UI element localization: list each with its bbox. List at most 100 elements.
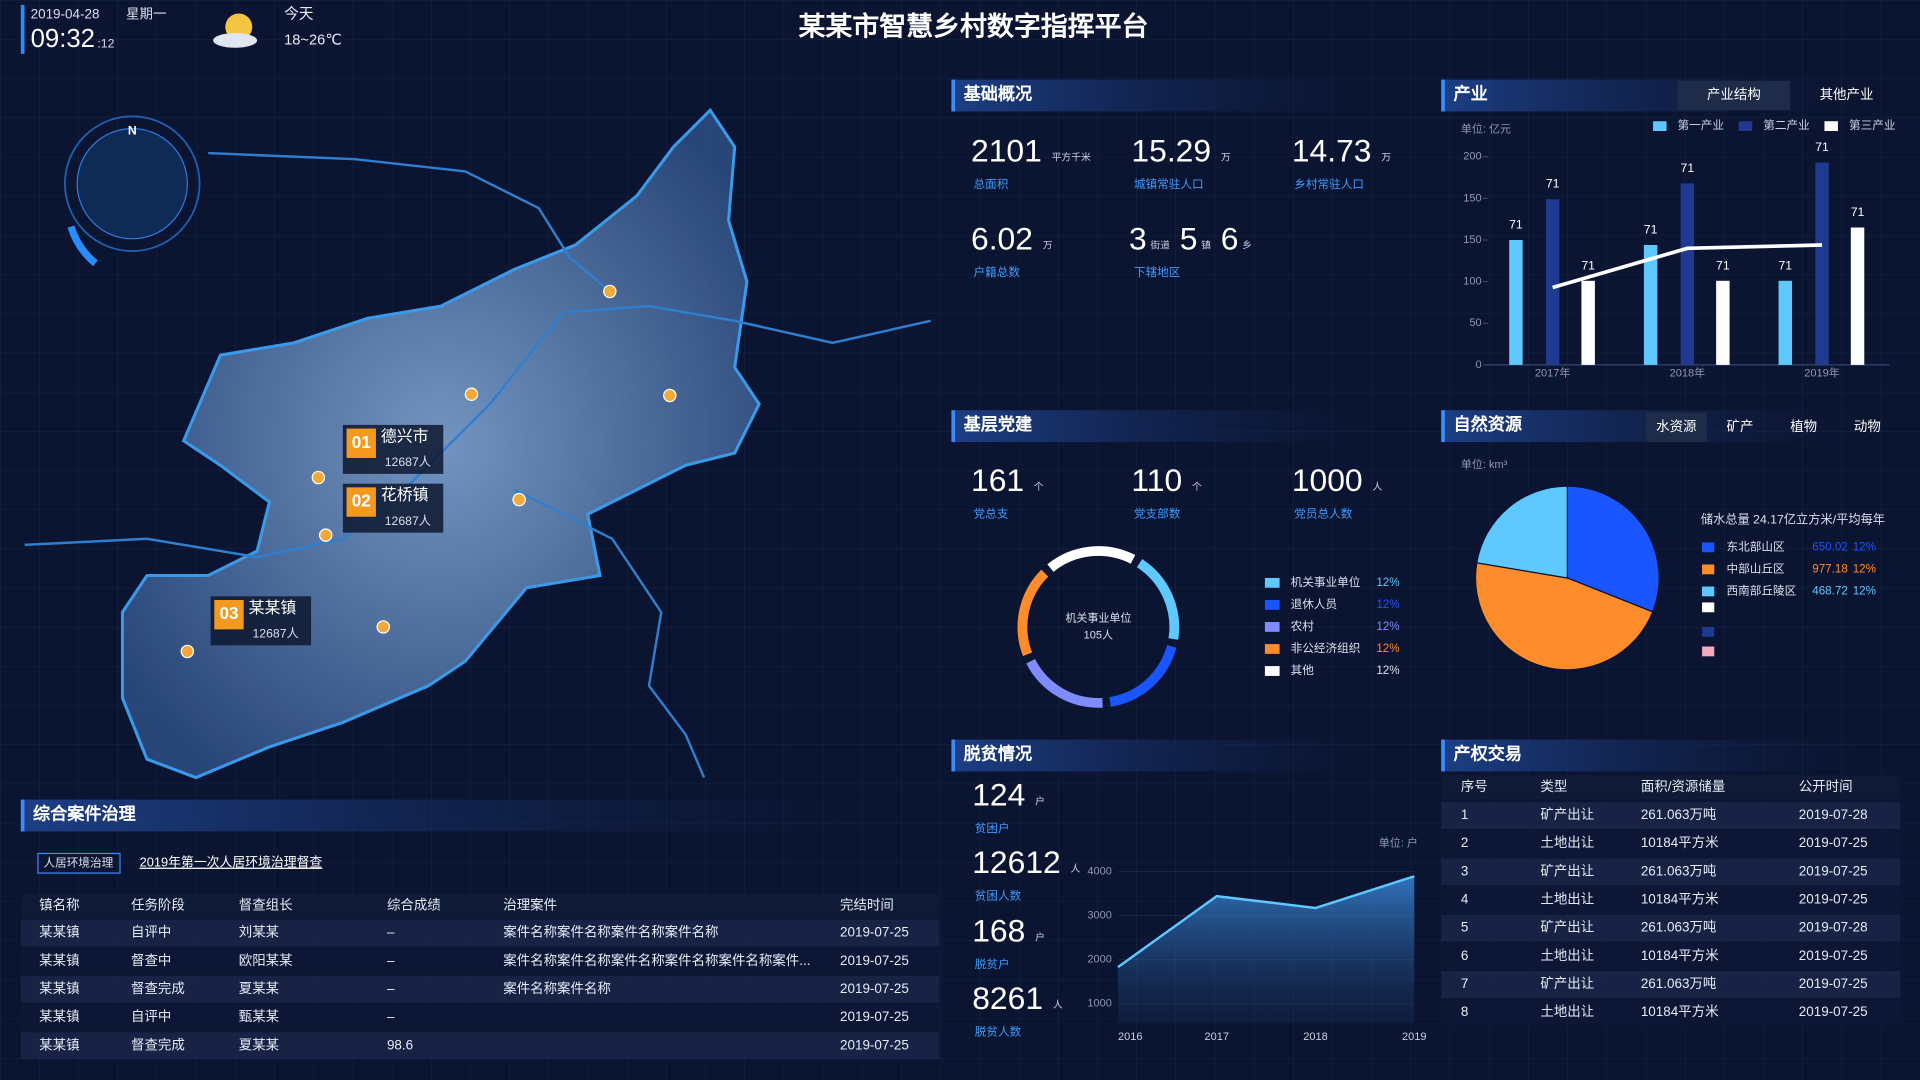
stat-value: 1000 [1292, 462, 1363, 498]
bar-annotation: 71 [1851, 205, 1865, 219]
table-cell: – [387, 953, 395, 968]
table-cell: 2019-07-25 [840, 1009, 909, 1024]
table-cell: 矿产出让 [1540, 807, 1594, 822]
tab[interactable]: 动物 [1854, 419, 1881, 434]
tab[interactable]: 矿产 [1727, 419, 1754, 434]
section-title: 脱贫情况 [964, 743, 1033, 763]
legend-swatch [1824, 121, 1838, 132]
table-row-bg [1441, 999, 1901, 1027]
table-cell: 土地出让 [1540, 948, 1594, 963]
legend-label: 西南部丘陵区 [1727, 584, 1797, 598]
link[interactable]: 2019年第一次人居环境治理督查 [140, 855, 323, 870]
legend-label: 东北部山区 [1727, 539, 1786, 553]
pie-slice [1566, 485, 1660, 613]
table-header: 督查组长 [239, 898, 293, 913]
table-cell: 2019-07-25 [1799, 863, 1868, 878]
tab[interactable]: 产业结构 [1707, 87, 1761, 102]
stat-unit: 万 [1381, 153, 1391, 164]
section-accent [951, 410, 956, 443]
y-tick-label: 2000 [1087, 954, 1112, 966]
table-header-bg [1441, 775, 1901, 800]
compass [63, 115, 201, 267]
bar-annotation: 71 [1681, 161, 1695, 175]
table-cell: 某某镇 [39, 953, 79, 968]
tab[interactable]: 其他产业 [1820, 87, 1874, 102]
table-row-bg [1441, 886, 1901, 914]
table-cell: 2019-07-25 [840, 925, 909, 940]
stat-unit: 镇 [1201, 239, 1211, 252]
map-pins [180, 284, 677, 659]
weekday: 星期一 [126, 6, 166, 21]
table-cell: – [387, 1009, 395, 1024]
x-tick-label: 2019年 [1804, 365, 1840, 379]
table-cell: 土地出让 [1540, 892, 1594, 907]
table-cell: 案件名称案件名称案件名称案件名称案件名称案件... [503, 952, 810, 968]
donut-center-value: 105人 [1084, 628, 1113, 641]
donut-segment [1136, 559, 1180, 640]
section-bar [20, 799, 940, 832]
x-tick-label: 2017 [1204, 1031, 1229, 1043]
legend-label: 退休人员 [1291, 598, 1338, 611]
town-rank-bg [346, 487, 376, 517]
table-header: 面积/资源储量 [1641, 779, 1725, 794]
donut-segment [1047, 546, 1136, 572]
river [513, 488, 706, 779]
table-row-bg [1441, 942, 1901, 970]
table-cell: – [387, 925, 395, 940]
bar-annotation: 71 [1716, 258, 1730, 272]
table-cell: – [387, 981, 395, 996]
y-tick-label: 200 [1463, 151, 1481, 163]
stat-value: 110 [1131, 462, 1182, 498]
tab[interactable]: 水资源 [1656, 419, 1696, 434]
table-cell: 土地出让 [1540, 1004, 1594, 1019]
table-cell: 自评中 [131, 925, 171, 940]
river [208, 151, 611, 293]
bar [1643, 244, 1658, 365]
table-header: 完结时间 [840, 898, 894, 913]
area-line [1117, 875, 1415, 969]
table-header: 公开时间 [1799, 779, 1853, 794]
stat-value: 14.73 [1292, 132, 1372, 168]
legend-label: 非公经济组织 [1291, 641, 1361, 655]
y-tick-label: 3000 [1087, 909, 1112, 921]
tag: 人居环境治理 [43, 855, 113, 869]
time: 09:32 [31, 25, 95, 53]
bar-annotation: 71 [1581, 258, 1595, 272]
legend-swatch [1264, 577, 1280, 588]
y-tick-label: 150 [1463, 234, 1481, 246]
bar-annotation: 71 [1815, 140, 1829, 154]
legend-swatch [1702, 586, 1715, 597]
page-title: 某某市智慧乡村数字指挥平台 [798, 11, 1148, 42]
town-name: 德兴市 [381, 427, 429, 445]
tab[interactable]: 植物 [1790, 419, 1817, 434]
section-accent [1441, 79, 1445, 112]
table-row-bg [1441, 971, 1901, 998]
table-header: 任务阶段 [131, 898, 185, 913]
stat-label: 城镇常驻人口 [1134, 177, 1204, 191]
table-cell: 刘某某 [239, 925, 279, 940]
bar [1778, 280, 1793, 365]
table-cell: 督查完成 [131, 981, 185, 996]
legend-swatch [1702, 542, 1715, 553]
unit-label: 单位: 亿元 [1461, 122, 1511, 136]
date: 2019-04-28 [31, 6, 100, 21]
legend-percent: 12% [1853, 585, 1876, 598]
stat-unit: 平方千米 [1052, 151, 1091, 164]
stat-label: 脱贫户 [975, 957, 1010, 971]
table-header: 治理案件 [503, 897, 557, 913]
stat-value: 6.02 [971, 221, 1033, 257]
legend-value: 12% [1376, 576, 1399, 589]
table-cell: 2019-07-25 [1799, 892, 1868, 907]
stat-label: 贫困人数 [975, 888, 1022, 902]
table-cell: 10184平方米 [1641, 1004, 1719, 1019]
legend-value: 468.72 [1812, 585, 1848, 598]
table-cell: 2019-07-25 [840, 981, 909, 996]
x-tick-label: 2019 [1402, 1031, 1427, 1043]
stat-value: 8261 [972, 980, 1043, 1016]
donut-segment [1026, 658, 1103, 708]
pie-slice [1476, 485, 1568, 579]
x-tick-label: 2016 [1118, 1031, 1143, 1043]
legend-value: 650.02 [1812, 540, 1848, 553]
tab-bg [1677, 80, 1791, 111]
legend-swatch [1653, 121, 1667, 132]
